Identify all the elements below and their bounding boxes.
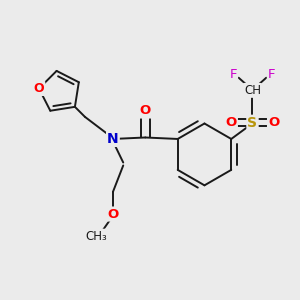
- Text: N: N: [107, 132, 119, 146]
- Text: O: O: [268, 116, 279, 129]
- Text: F: F: [230, 68, 237, 81]
- Text: S: S: [248, 116, 257, 130]
- Text: O: O: [140, 104, 151, 118]
- Text: O: O: [34, 82, 44, 95]
- Text: F: F: [268, 68, 275, 81]
- Text: O: O: [226, 116, 237, 129]
- Text: CH₃: CH₃: [86, 230, 108, 243]
- Text: O: O: [107, 208, 118, 220]
- Text: CH: CH: [244, 84, 261, 97]
